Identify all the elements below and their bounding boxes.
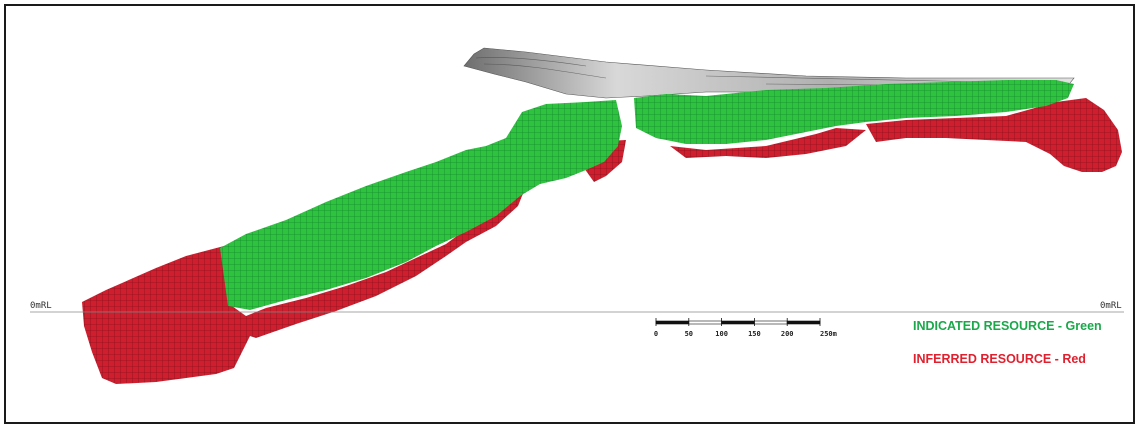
scale-bar-tick-label: 50 <box>685 330 693 338</box>
pit-bench-lines <box>475 57 1007 87</box>
legend-inferred-label: INFERRED RESOURCE - Red <box>913 352 1086 366</box>
scale-bar-tick-label: 250m <box>820 330 837 338</box>
scale-bar-tick-label: 200 <box>781 330 794 338</box>
legend-indicated-label: INDICATED RESOURCE - Green <box>913 319 1102 333</box>
scale-bar-tick-label: 150 <box>748 330 761 338</box>
scale-bar-segment <box>754 320 788 325</box>
inferred-resource-east <box>866 98 1122 172</box>
scale-bar-tick-label: 0 <box>654 330 658 338</box>
scale-bar-segment <box>655 320 690 325</box>
reference-level-left-label: 0mRL <box>30 301 52 311</box>
inferred-resource-central-2 <box>670 128 866 158</box>
diagram-frame: 0mRL 0mRL 0 50 100 150 200 250m INDICATED RES… <box>4 4 1135 424</box>
inferred-resource-west <box>82 186 526 384</box>
scale-bar-segment <box>688 320 722 325</box>
reference-level-right-label: 0mRL <box>1100 301 1122 311</box>
indicated-resource-west <box>220 100 622 310</box>
scale-bar: 0 50 100 150 200 250m <box>654 318 837 338</box>
long-section-diagram: 0mRL 0mRL 0 50 100 150 200 250m <box>30 47 1124 384</box>
scale-bar-tick-label: 100 <box>715 330 728 338</box>
scale-bar-segment <box>721 320 755 325</box>
scale-bar-segment <box>786 320 821 325</box>
indicated-resource-east <box>634 80 1074 144</box>
